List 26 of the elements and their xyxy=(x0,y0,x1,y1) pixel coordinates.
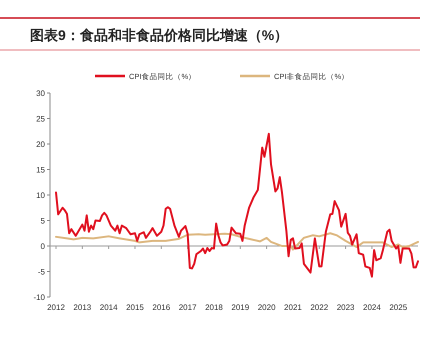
x-tick-label: 2020 xyxy=(258,303,276,312)
x-tick-label: 2017 xyxy=(178,303,198,312)
x-tick-label: 2025 xyxy=(389,303,408,312)
y-tick-label: 0 xyxy=(40,242,46,251)
line-series xyxy=(55,132,419,278)
x-tick-label: 2014 xyxy=(100,303,118,312)
line-series xyxy=(55,232,419,251)
x-tick-label: 2015 xyxy=(126,303,144,312)
y-tick-label: 15 xyxy=(36,166,46,174)
y-tick-label: 25 xyxy=(36,114,46,124)
y-tick-label: 20 xyxy=(36,140,46,149)
y-tick-label: -10 xyxy=(33,293,46,302)
x-tick-label: 2021 xyxy=(284,303,302,312)
y-tick-label: 5 xyxy=(40,216,46,226)
x-tick-label: 2023 xyxy=(336,303,356,312)
x-tick-label: 2022 xyxy=(310,303,329,312)
x-tick-label: 2018 xyxy=(205,303,224,312)
chart-title: 图表9：食品和非食品价格同比增速（%） xyxy=(30,27,288,43)
x-tick-label: 2012 xyxy=(47,303,66,312)
x-tick-label: 2013 xyxy=(73,303,92,312)
y-tick-label: 10 xyxy=(36,191,46,200)
y-tick-label: -5 xyxy=(38,268,46,276)
y-tick-label: 30 xyxy=(36,89,46,98)
x-tick-label: 2016 xyxy=(152,303,171,312)
x-tick-label: 2024 xyxy=(363,303,382,312)
x-tick-label: 2019 xyxy=(231,303,250,312)
